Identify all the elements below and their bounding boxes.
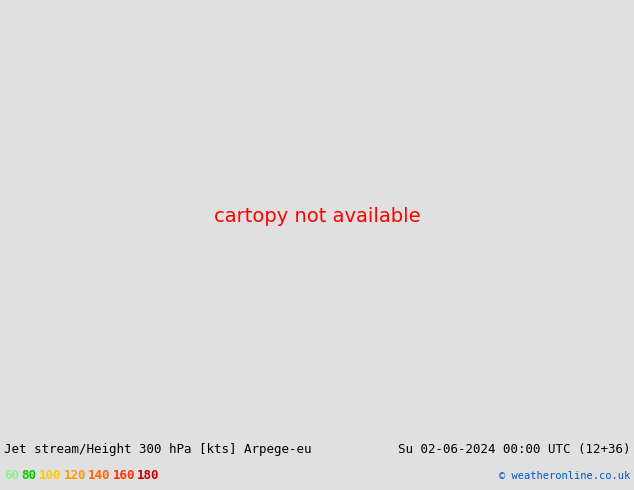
Text: cartopy not available: cartopy not available — [214, 207, 420, 226]
Text: 160: 160 — [113, 469, 135, 483]
Text: 80: 80 — [22, 469, 36, 483]
Text: © weatheronline.co.uk: © weatheronline.co.uk — [499, 471, 630, 481]
Text: 120: 120 — [63, 469, 86, 483]
Text: Su 02-06-2024 00:00 UTC (12+36): Su 02-06-2024 00:00 UTC (12+36) — [398, 443, 630, 456]
Text: 140: 140 — [88, 469, 110, 483]
Text: Jet stream/Height 300 hPa [kts] Arpege-eu: Jet stream/Height 300 hPa [kts] Arpege-e… — [4, 443, 311, 456]
Text: 100: 100 — [39, 469, 61, 483]
Text: 180: 180 — [137, 469, 160, 483]
Text: 60: 60 — [4, 469, 19, 483]
